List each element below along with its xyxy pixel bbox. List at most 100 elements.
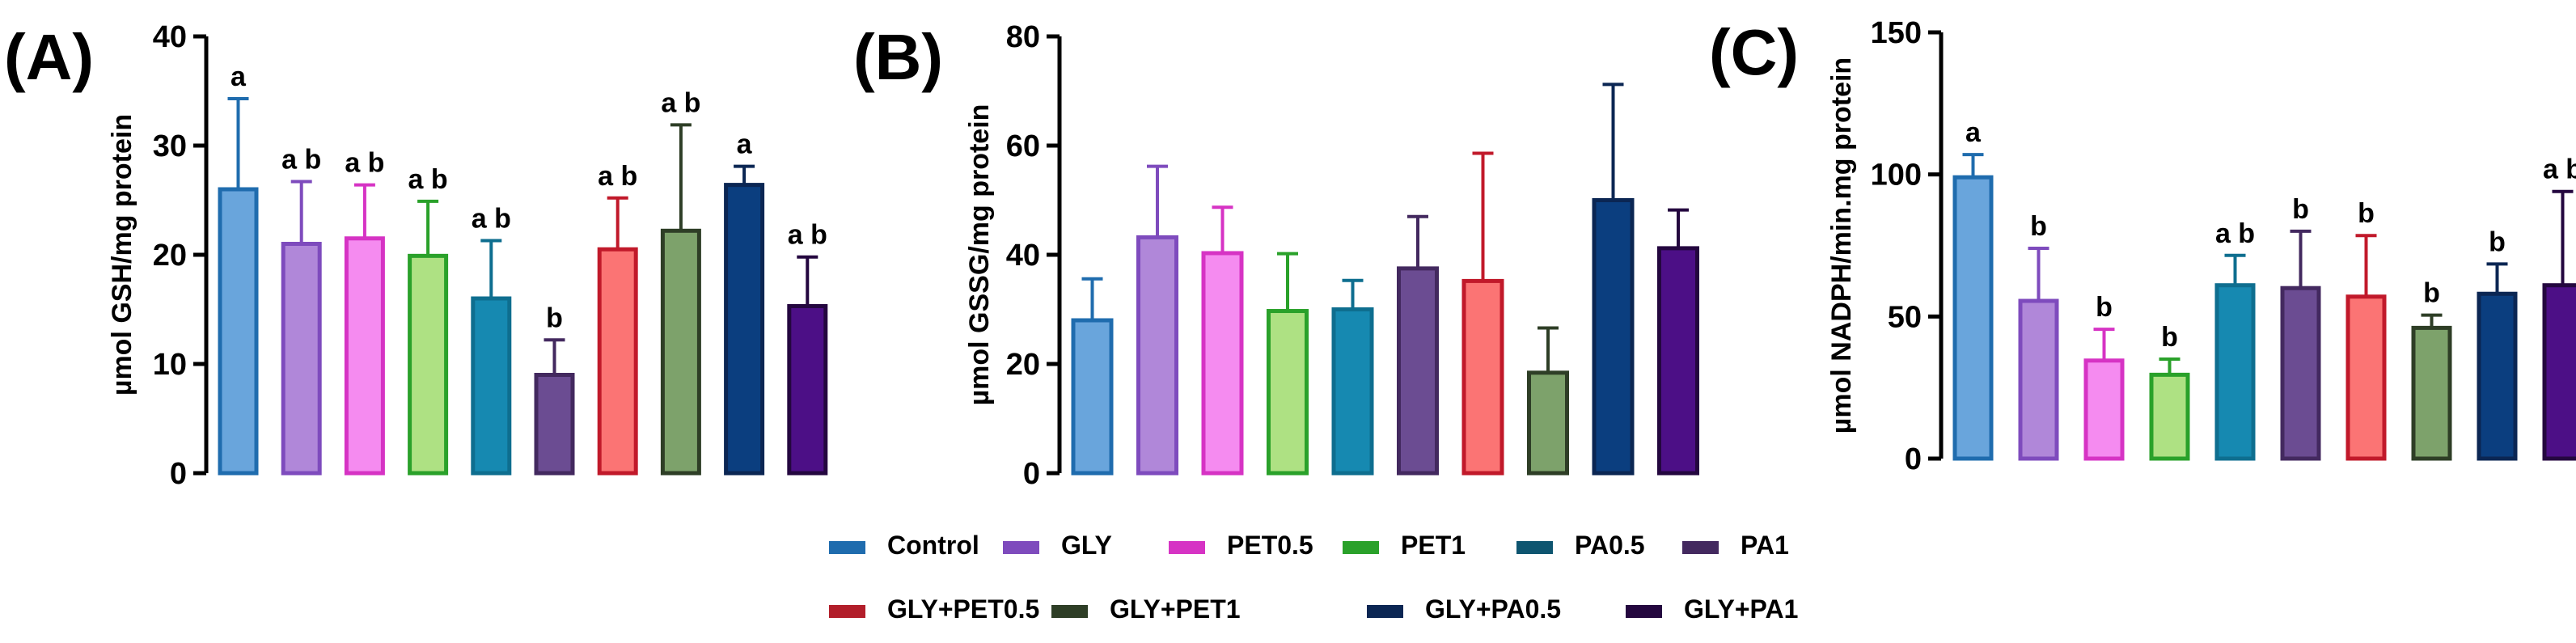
- significance-label: b: [546, 302, 563, 333]
- panel-label: (A): [4, 21, 94, 93]
- legend-label: GLY+PA1: [1684, 594, 1798, 624]
- bar-pa0-5: [1331, 307, 1374, 476]
- panel-label: (B): [853, 21, 943, 93]
- bar-gly-pet1: [2411, 325, 2452, 461]
- y-tick-label: 10: [153, 348, 187, 382]
- bar-gly-pet0-5: [597, 247, 638, 476]
- chart-panel-3: (C) µmol NADPH/min.mg protein 0 50 100 150 a b b…: [1709, 16, 2576, 476]
- bar-pet1: [1267, 309, 1309, 476]
- legend-label: GLY+PET0.5: [887, 594, 1039, 624]
- legend-item: GLY+PET1: [1051, 594, 1241, 624]
- bar-gly-pa0-5: [1592, 198, 1635, 476]
- y-tick-label: 60: [1006, 129, 1040, 163]
- legend-item: PET0.5: [1169, 531, 1313, 560]
- bar-gly: [2018, 298, 2059, 461]
- y-tick-label: 20: [1006, 348, 1040, 382]
- chart-panel-1: (A) µmol GSH/mg protein 0 10 20 30 40 a a b a b a …: [4, 20, 828, 491]
- bar-control: [1071, 318, 1114, 476]
- y-tick-label: 50: [1888, 300, 1922, 334]
- significance-label: a b: [2215, 218, 2255, 249]
- legend-swatch: [1003, 541, 1039, 554]
- legend-swatch: [1682, 541, 1719, 554]
- y-axis-label: µmol NADPH/min.mg protein: [1826, 57, 1857, 434]
- bar-gly-pet0-5: [2345, 294, 2387, 461]
- y-tick-label: 40: [153, 20, 187, 54]
- chart-panel-2: (B) µmol GSSG/mg protein 0 20 40 60 80: [853, 20, 1699, 491]
- legend-label: GLY+PET1: [1110, 594, 1241, 624]
- bar-control: [218, 187, 259, 476]
- legend-swatch: [1169, 541, 1205, 554]
- y-tick-label: 80: [1006, 20, 1040, 54]
- bar-pa0-5: [2214, 283, 2256, 461]
- significance-label: a b: [2543, 154, 2576, 185]
- y-tick-label: 20: [153, 239, 187, 273]
- legend-swatch: [1343, 541, 1379, 554]
- bar-pet1: [408, 253, 449, 476]
- significance-label: a b: [472, 203, 511, 234]
- bar-gly-pet1: [660, 228, 701, 476]
- legend-label: PET1: [1401, 531, 1466, 560]
- y-tick-label: 30: [153, 129, 187, 163]
- y-axis-label: µmol GSSG/mg protein: [964, 104, 995, 406]
- significance-label: b: [2358, 198, 2375, 229]
- panel-label: (C): [1709, 16, 1799, 88]
- legend-item: Control: [829, 531, 979, 560]
- legend-label: GLY+PA0.5: [1425, 594, 1561, 624]
- significance-label: a: [1965, 117, 1982, 148]
- y-tick-label: 0: [170, 457, 187, 491]
- bar-pa0-5: [471, 296, 512, 476]
- legend-item: PA1: [1682, 531, 1789, 560]
- bar-gly-pa0-5: [724, 183, 765, 476]
- significance-label: a b: [788, 220, 827, 251]
- legend-item: GLY+PA0.5: [1367, 594, 1561, 624]
- y-axis-label: µmol GSH/mg protein: [107, 114, 137, 396]
- legend-label: PA0.5: [1575, 531, 1645, 560]
- significance-label: b: [2489, 226, 2506, 257]
- bar-control: [1952, 175, 1994, 461]
- legend-swatch: [1051, 605, 1088, 618]
- bar-pa1: [1397, 266, 1439, 476]
- bar-pet0-5: [344, 236, 385, 476]
- legend-label: GLY: [1061, 531, 1112, 560]
- bar-gly-pet1: [1527, 370, 1569, 476]
- legend-item: PA0.5: [1516, 531, 1645, 560]
- bar-pa1: [2280, 286, 2321, 461]
- legend-item: GLY+PA1: [1626, 594, 1798, 624]
- legend-label: PA1: [1741, 531, 1789, 560]
- legend-item: GLY: [1003, 531, 1112, 560]
- significance-label: a: [231, 61, 247, 92]
- y-tick-label: 0: [1023, 457, 1040, 491]
- legend-item: PET1: [1343, 531, 1466, 560]
- significance-label: a b: [408, 164, 448, 195]
- legend: Control GLY PET0.5 PET1 PA0.5 PA1 GLY+PET0.5 GL…: [829, 531, 1798, 624]
- bar-gly-pa1: [1657, 246, 1699, 476]
- legend-label: PET0.5: [1227, 531, 1313, 560]
- bar-gly-pa1: [2542, 283, 2576, 461]
- significance-label: b: [2096, 292, 2113, 323]
- y-tick-label: 150: [1871, 16, 1922, 50]
- legend-swatch: [1367, 605, 1403, 618]
- y-tick-label: 0: [1905, 442, 1922, 476]
- significance-label: a: [737, 129, 753, 160]
- bar-pet1: [2149, 372, 2190, 461]
- significance-label: a b: [598, 161, 637, 192]
- significance-label: b: [2423, 278, 2440, 309]
- bar-gly-pet0-5: [1461, 278, 1504, 476]
- bar-pet0-5: [2083, 358, 2125, 461]
- bar-pa1: [534, 373, 575, 476]
- legend-swatch: [829, 541, 865, 554]
- legend-swatch: [829, 605, 865, 618]
- legend-item: GLY+PET0.5: [829, 594, 1039, 624]
- y-tick-label: 100: [1871, 159, 1922, 192]
- significance-label: a b: [281, 145, 321, 176]
- significance-label: b: [2030, 211, 2047, 242]
- bar-gly-pa1: [787, 303, 828, 476]
- legend-swatch: [1516, 541, 1553, 554]
- significance-label: a b: [661, 87, 700, 118]
- significance-label: a b: [345, 148, 384, 179]
- significance-label: b: [2292, 194, 2309, 225]
- bar-gly: [281, 242, 322, 476]
- y-tick-label: 40: [1006, 239, 1040, 273]
- bar-pet0-5: [1201, 251, 1244, 476]
